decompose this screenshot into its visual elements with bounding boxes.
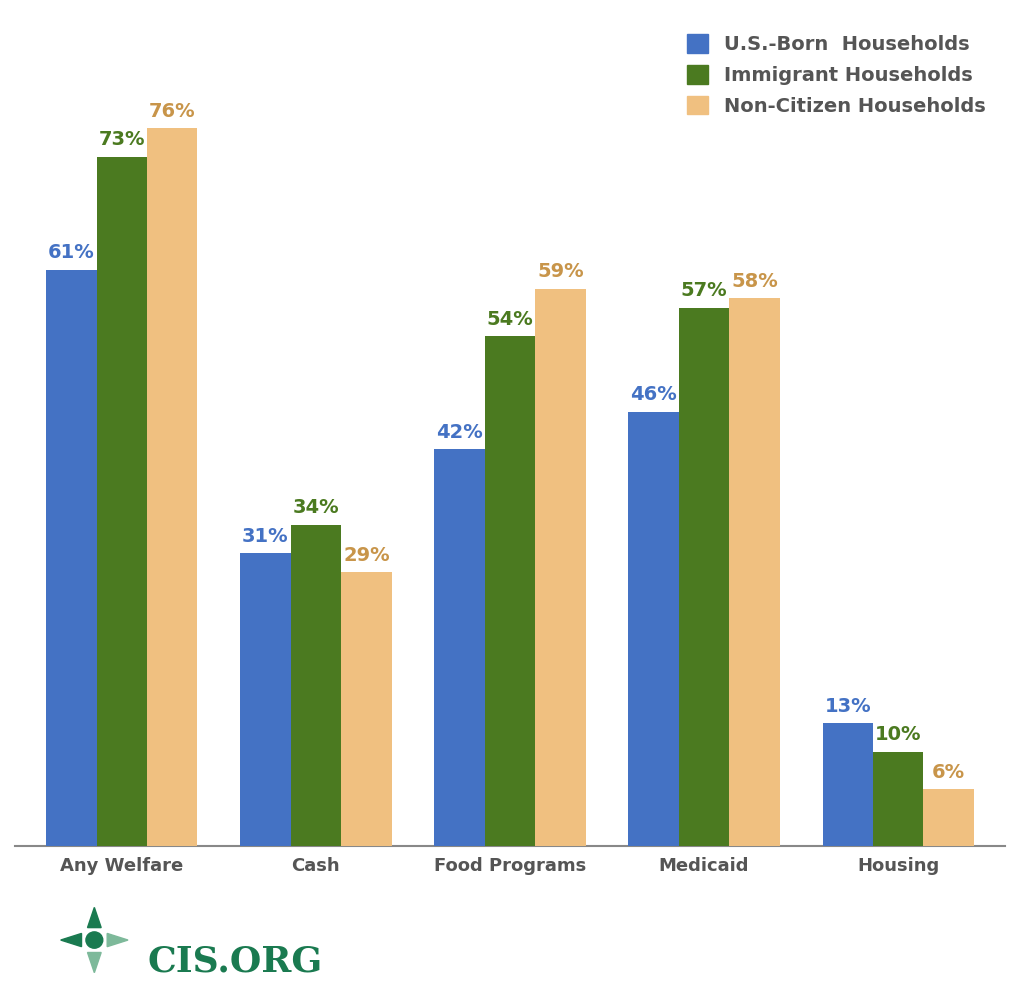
Bar — [290, 525, 340, 846]
Text: 13%: 13% — [823, 696, 870, 716]
Text: 73%: 73% — [99, 131, 145, 149]
Bar — [340, 573, 391, 846]
Bar — [535, 289, 585, 846]
Text: 34%: 34% — [292, 498, 339, 517]
Text: CIS.ORG: CIS.ORG — [148, 944, 323, 978]
Text: 76%: 76% — [149, 102, 196, 121]
Text: 46%: 46% — [630, 385, 677, 405]
Circle shape — [86, 932, 103, 948]
Text: 61%: 61% — [48, 243, 95, 262]
Bar — [46, 270, 97, 846]
Legend: U.S.-Born  Households, Immigrant Households, Non-Citizen Households: U.S.-Born Households, Immigrant Househol… — [677, 25, 995, 126]
Bar — [872, 752, 922, 846]
Text: 42%: 42% — [436, 423, 482, 442]
Text: 58%: 58% — [731, 272, 777, 291]
Bar — [679, 308, 729, 846]
Bar — [239, 553, 290, 846]
Text: 59%: 59% — [537, 262, 583, 281]
Text: 31%: 31% — [242, 527, 288, 546]
Bar — [729, 299, 780, 846]
Polygon shape — [107, 934, 128, 946]
Polygon shape — [61, 934, 82, 946]
Polygon shape — [88, 908, 101, 928]
Text: 6%: 6% — [931, 763, 964, 781]
Bar — [147, 129, 198, 846]
Text: 10%: 10% — [874, 725, 920, 744]
Bar — [628, 411, 679, 846]
Bar — [821, 723, 872, 846]
Polygon shape — [88, 952, 101, 973]
Text: 57%: 57% — [680, 281, 727, 301]
Bar — [484, 336, 535, 846]
Text: 54%: 54% — [486, 310, 533, 328]
Bar — [434, 449, 484, 846]
Bar — [922, 789, 973, 846]
Text: 29%: 29% — [342, 546, 389, 565]
Bar — [97, 156, 147, 846]
